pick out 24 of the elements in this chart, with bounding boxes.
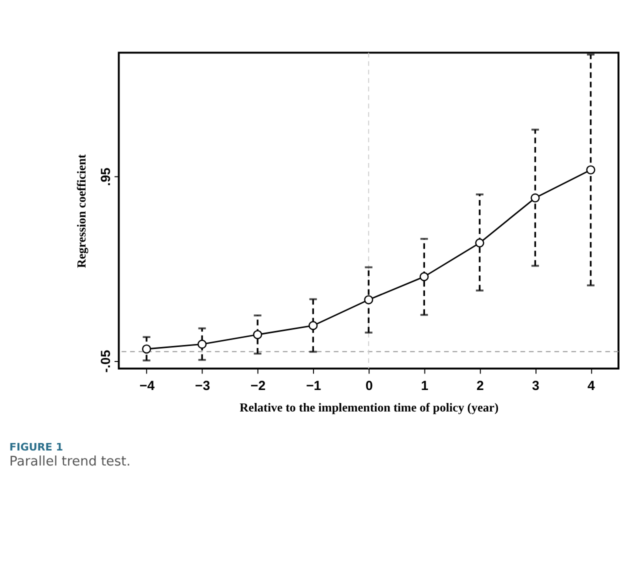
- x-tick-label: −1: [306, 378, 322, 393]
- text: Parallel trend test.: [9, 454, 131, 470]
- caption: FIGURE 1: [9, 442, 64, 454]
- x-tick-label: 1: [420, 378, 428, 393]
- point: [198, 340, 207, 349]
- x-tick-label: 3: [532, 378, 540, 393]
- point: [475, 238, 484, 248]
- y-axis-title: Regression coefficient: [74, 153, 88, 268]
- point: [308, 321, 318, 330]
- x-axis-title: Relative to the implemention time of policy (year): [240, 400, 499, 414]
- x-tick-label: 4: [588, 378, 596, 393]
- point: [530, 193, 540, 202]
- x-tick-label: −2: [250, 378, 266, 393]
- y-tick-label: .95: [98, 168, 113, 186]
- x-tick-label: −4: [140, 378, 156, 393]
- point: [420, 272, 429, 282]
- point: [586, 165, 596, 174]
- point: [253, 330, 262, 340]
- x-tick-label: −3: [195, 378, 210, 393]
- point: [142, 344, 152, 354]
- x-tick-label: 2: [476, 378, 484, 393]
- point: [364, 295, 374, 304]
- x-tick-label: 0: [365, 378, 373, 393]
- y-tick-label: -.05: [98, 350, 113, 373]
